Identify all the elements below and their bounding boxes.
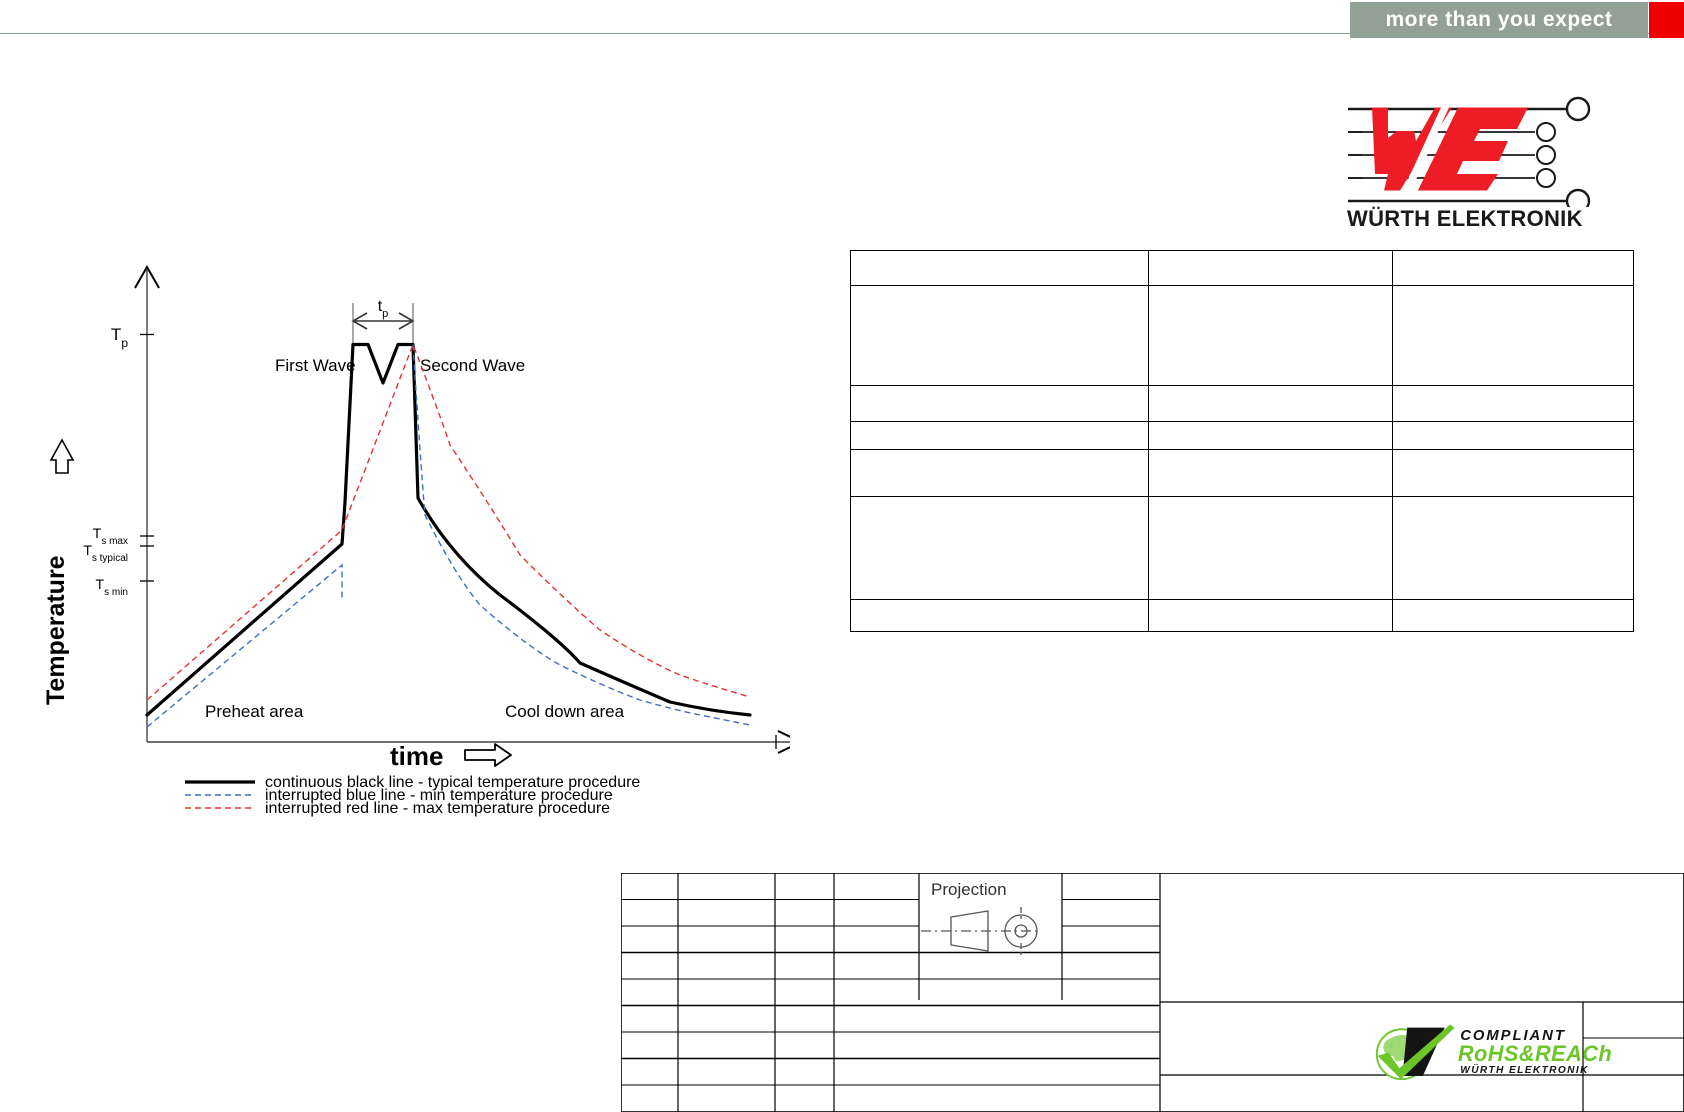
svg-text:Preheat area: Preheat area	[205, 702, 304, 721]
svg-text:Second Wave: Second Wave	[420, 356, 525, 375]
svg-text:Ts max: Ts max	[93, 525, 128, 547]
svg-text:Projection: Projection	[931, 880, 1007, 899]
svg-text:RoHS&REACh: RoHS&REACh	[1458, 1041, 1612, 1066]
svg-text:First Wave: First Wave	[275, 356, 356, 375]
svg-text:Temperature: Temperature	[42, 555, 70, 705]
svg-text:Cool down area: Cool down area	[505, 702, 625, 721]
svg-text:Ts min: Ts min	[96, 576, 128, 598]
svg-text:tp: tp	[378, 298, 389, 320]
svg-text:interrupted red line - max t: interrupted red line - max temperature p…	[265, 800, 610, 817]
svg-text:time: time	[390, 741, 443, 771]
svg-text:WÜRTH ELEKTRONIK: WÜRTH ELEKTRONIK	[1460, 1063, 1589, 1076]
svg-text:Tp: Tp	[111, 325, 128, 350]
